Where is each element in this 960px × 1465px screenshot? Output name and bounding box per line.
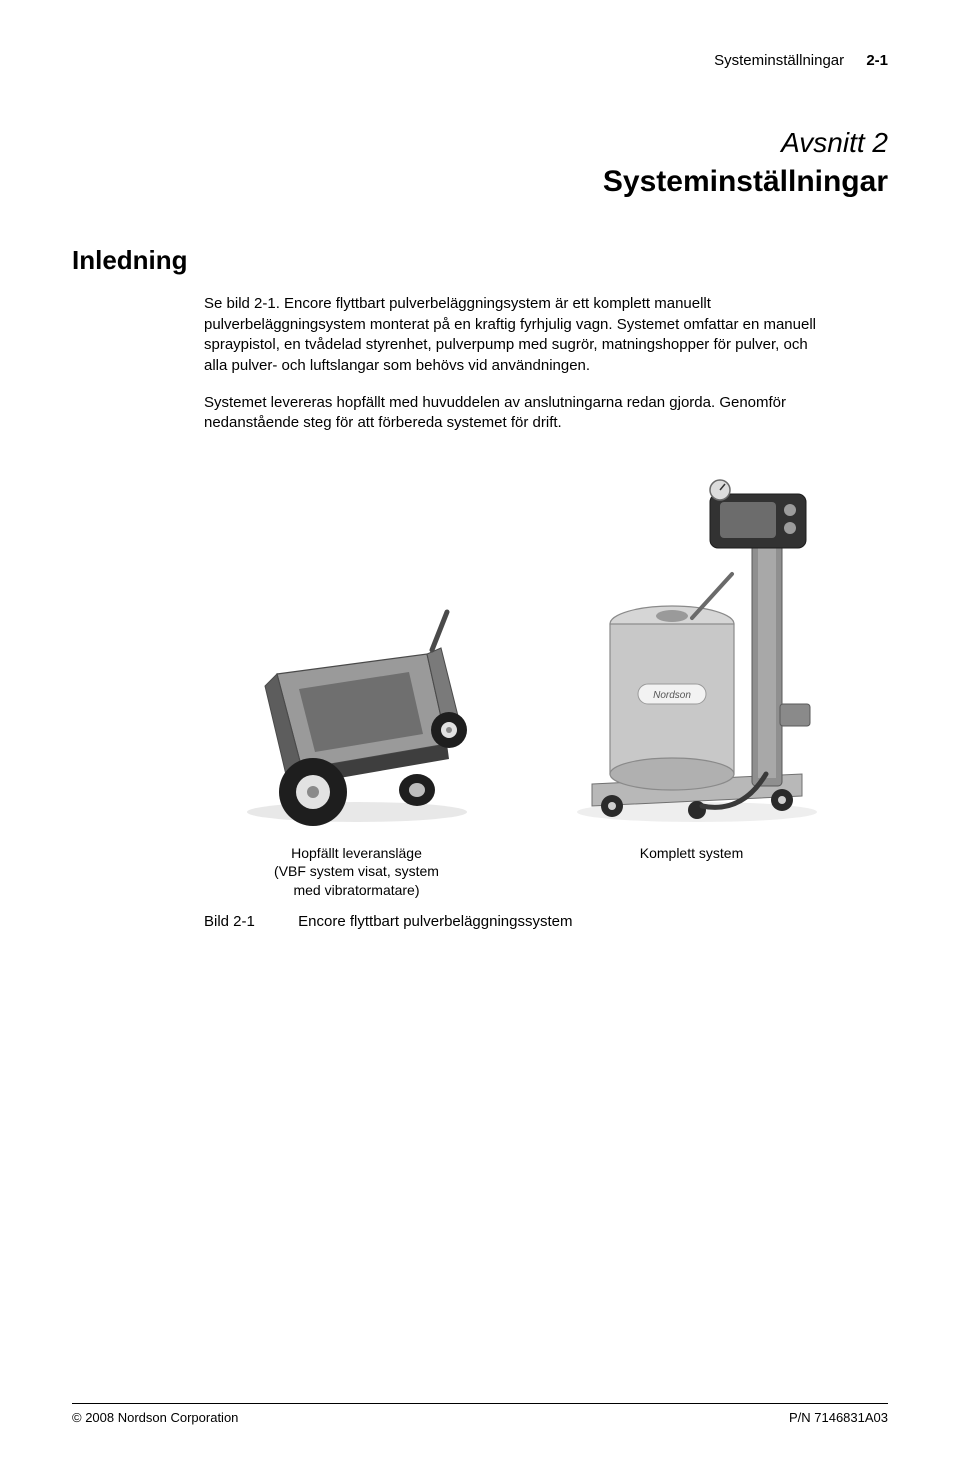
section-title-block: Avsnitt 2 Systeminställningar [130,127,888,199]
footer-copyright: © 2008 Nordson Corporation [72,1410,238,1425]
running-header-page-number: 2-1 [866,52,888,69]
subheading-inledning: Inledning [72,245,888,276]
figure-left-column [204,594,509,834]
figure-area: Nordson [204,474,844,834]
svg-text:Nordson: Nordson [653,690,691,701]
figure-caption-row: Hopfällt leveransläge (VBF system visat,… [204,844,844,899]
running-header-title: Systeminställningar [714,52,844,69]
footer-part-number: P/N 7146831A03 [789,1410,888,1425]
paragraph-2: Systemet levereras hopfällt med huvuddel… [204,393,824,434]
figure-right-caption: Komplett system [539,844,844,899]
figure-left-illustration [217,594,497,834]
figure-right-illustration: Nordson [542,474,842,834]
page-footer: © 2008 Nordson Corporation P/N 7146831A0… [72,1403,888,1425]
figure-id: Bild 2-1 [204,913,294,930]
figure-label-text: Encore flyttbart pulverbeläggningssystem [298,913,572,930]
running-header: Systeminställningar 2-1 [130,52,888,69]
page: Systeminställningar 2-1 Avsnitt 2 System… [0,0,960,1465]
figure-label-row: Bild 2-1 Encore flyttbart pulverbeläggni… [204,913,888,930]
figure-right-column: Nordson [539,474,844,834]
section-name: Systeminställningar [130,165,888,199]
figure-left-caption: Hopfällt leveransläge (VBF system visat,… [204,844,509,899]
section-number-label: Avsnitt 2 [130,127,888,159]
paragraph-1: Se bild 2-1. Encore flyttbart pulverbelä… [204,294,824,377]
